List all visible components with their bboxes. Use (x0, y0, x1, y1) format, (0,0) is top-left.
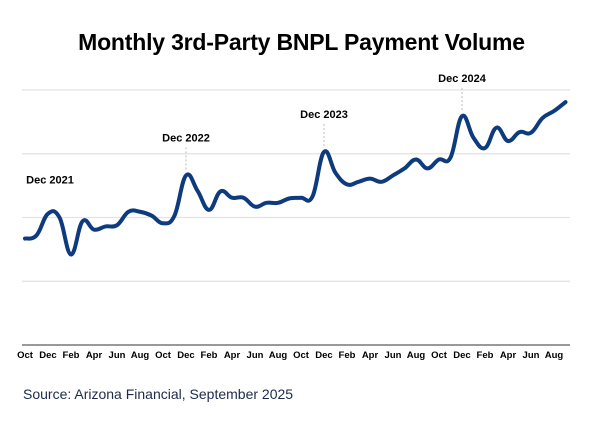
x-tick-label: Jun (385, 350, 402, 361)
x-tick-label: Oct (431, 350, 448, 361)
x-tick-label: Dec (315, 350, 332, 361)
source-note: Source: Arizona Financial, September 202… (23, 386, 294, 402)
x-tick-label: Aug (269, 350, 288, 361)
x-tick-label: Feb (339, 350, 356, 361)
x-tick-label: Apr (86, 350, 103, 361)
x-tick-label: Aug (407, 350, 426, 361)
annotation-label: Dec 2022 (162, 132, 210, 144)
x-tick-label: Jun (523, 350, 540, 361)
x-tick-label: Feb (63, 350, 80, 361)
x-tick-label: Feb (201, 350, 218, 361)
x-tick-label: Aug (545, 350, 564, 361)
x-tick-label: Aug (131, 350, 150, 361)
annotation-label: Dec 2024 (438, 73, 487, 85)
series-line (23, 100, 568, 257)
x-tick-label: Apr (500, 350, 517, 361)
x-tick-label: Apr (224, 350, 241, 361)
x-tick-label: Jun (247, 350, 264, 361)
x-tick-label: Dec (453, 350, 470, 361)
x-tick-label: Dec (39, 350, 56, 361)
x-tick-label: Feb (477, 350, 494, 361)
x-tick-label: Dec (177, 350, 194, 361)
x-tick-label: Oct (17, 350, 34, 361)
chart-title: Monthly 3rd-Party BNPL Payment Volume (78, 29, 525, 55)
x-tick-label: Apr (362, 350, 379, 361)
annotation-label: Dec 2021 (26, 175, 74, 187)
annotation-label: Dec 2023 (300, 109, 348, 121)
x-tick-label: Oct (293, 350, 310, 361)
x-tick-label: Oct (155, 350, 172, 361)
x-tick-label: Jun (109, 350, 126, 361)
